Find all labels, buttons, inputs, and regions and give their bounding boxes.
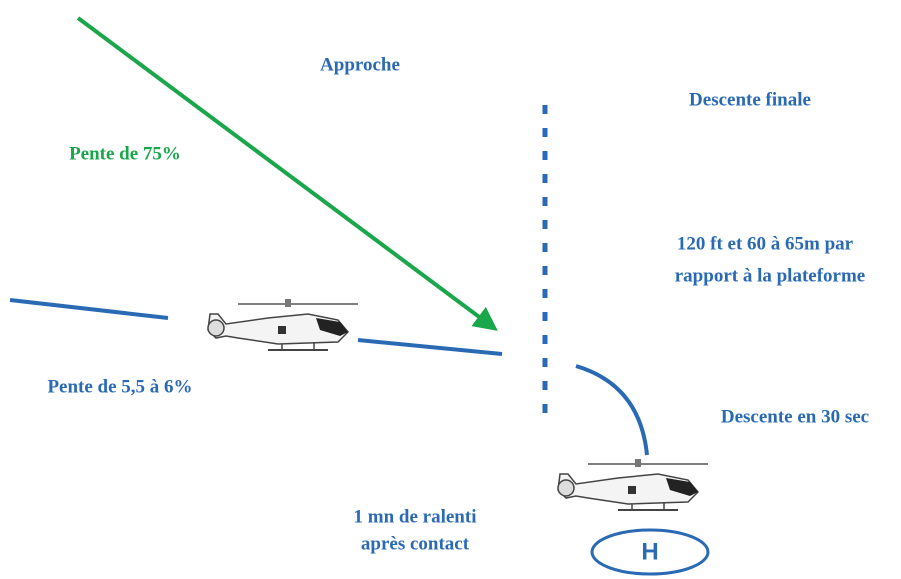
descent-curve — [576, 366, 647, 455]
shallow-approach-line — [10, 300, 168, 318]
slope-label: Pente de 75% — [69, 143, 181, 164]
duration-label: Descente en 30 sec — [721, 406, 869, 427]
slope-label: Pente de 5,5 à 6% — [47, 376, 192, 397]
helicopter — [208, 299, 358, 350]
phase-title: Descente finale — [689, 89, 811, 110]
phase-title: Approche — [320, 54, 400, 75]
diagram: H Approche Descente finale Pente de 75% … — [0, 0, 901, 579]
idle-label: 1 mn de ralenti — [354, 506, 477, 527]
shallow-approach-line — [358, 340, 502, 354]
height-label: 120 ft et 60 à 65m par — [677, 233, 854, 254]
height-label: rapport à la plateforme — [675, 265, 865, 286]
steep-approach-arrow — [78, 18, 494, 328]
idle-label: après contact — [361, 533, 470, 554]
helipad-label: H — [641, 538, 658, 565]
helicopter — [558, 459, 708, 510]
